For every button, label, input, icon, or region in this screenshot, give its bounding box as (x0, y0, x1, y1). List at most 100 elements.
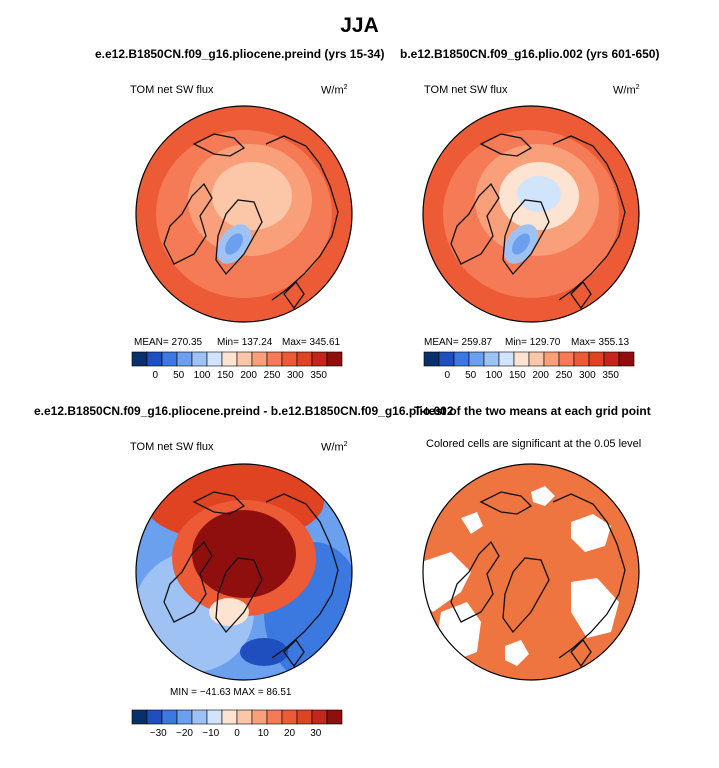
panel3-colorbar-swatch (191, 709, 208, 725)
diff-region (209, 598, 249, 626)
panel2-colorbar-tick-label: 150 (509, 370, 526, 381)
insignificant-region (571, 514, 611, 552)
panel2-colorbar-swatch (543, 351, 560, 367)
insignificant-region (531, 486, 555, 506)
panel3-colorbar-swatch (326, 709, 343, 725)
panel2-colorbar-swatch (528, 351, 545, 367)
panel3-colorbar-swatch (236, 709, 253, 725)
panel2-colorbar: 0 50 100 150 200 250 300 350 (423, 351, 635, 381)
panel2-colorbar-swatch (483, 351, 500, 367)
coastline (215, 557, 263, 634)
panel3-colorbar-swatch (146, 709, 163, 725)
panel4-map (422, 463, 640, 681)
panel2-units-label: W/m2 (613, 84, 640, 97)
panel1-colorbar-tick-label: 0 (153, 370, 159, 381)
insignificant-region (461, 512, 483, 534)
coastline (215, 199, 263, 276)
panel1-colorbar-swatch (281, 351, 298, 367)
panel3-colorbar: −30 −20 −10 0 10 20 30 (131, 709, 343, 739)
panel3-map (135, 463, 353, 681)
panel3-colorbar-swatch (161, 709, 178, 725)
map-border (135, 105, 353, 323)
coastline (502, 557, 550, 634)
panel3-colorbar-swatch (281, 709, 298, 725)
panel1-mean: MEAN= 270.35 (134, 337, 203, 348)
panel2-colorbar-swatch (423, 351, 440, 367)
map-border (422, 463, 640, 681)
insignificant-region (423, 552, 471, 612)
panel1-title: e.e12.B1850CN.f09_g16.pliocene.preind (y… (95, 47, 385, 61)
coastline (502, 199, 550, 276)
panel3-title: e.e12.B1850CN.f09_g16.pliocene.preind - … (34, 404, 454, 418)
diff-region (240, 638, 288, 666)
panel2-title: b.e12.B1850CN.f09_g16.plio.002 (yrs 601-… (400, 47, 660, 61)
panel1-colorbar-tick-label: 350 (310, 370, 327, 381)
coastline (450, 182, 500, 265)
panel3-colorbar-swatch (131, 709, 148, 725)
panel3-colorbar-swatch (251, 709, 268, 725)
panel3-colorbar-swatch (296, 709, 313, 725)
panel3-colorbar-tick-label: 20 (284, 728, 296, 739)
panel3-colorbar-tick-label: 10 (258, 728, 270, 739)
panel2-colorbar-swatch (573, 351, 590, 367)
panel1-max: Max= 345.61 (282, 337, 341, 348)
panel1-colorbar-swatch (236, 351, 253, 367)
panel1-colorbar-tick-label: 100 (194, 370, 211, 381)
panel2-colorbar-swatch (603, 351, 620, 367)
panel4-note: Colored cells are significant at the 0.0… (426, 438, 642, 450)
panel2-mean: MEAN= 259.87 (424, 337, 493, 348)
arctic-warming-region (192, 510, 296, 598)
panel2-variable-label: TOM net SW flux (424, 84, 508, 96)
panel1-colorbar-tick-label: 250 (264, 370, 281, 381)
panel3-units-label: W/m2 (321, 441, 348, 454)
panel2-colorbar-swatch (618, 351, 635, 367)
panel1-colorbar-tick-label: 50 (173, 370, 185, 381)
panel1-colorbar: 0 50 100 150 200 250 300 350 (131, 351, 343, 381)
panel1-variable-label: TOM net SW flux (130, 84, 214, 96)
panel1-colorbar-swatch (326, 351, 343, 367)
panel2-colorbar-tick-label: 250 (556, 370, 573, 381)
panel2-colorbar-swatch (453, 351, 470, 367)
coastline (450, 540, 500, 623)
panel1-colorbar-swatch (221, 351, 238, 367)
panel1-units-label: W/m2 (321, 84, 348, 97)
panel2-map (422, 105, 640, 323)
panel2-colorbar-swatch (513, 351, 530, 367)
panel2-colorbar-swatch (438, 351, 455, 367)
panel2-min: Min= 129.70 (505, 337, 561, 348)
arctic-core-region (230, 176, 274, 212)
panel2-colorbar-swatch (558, 351, 575, 367)
panel2-colorbar-tick-label: 0 (445, 370, 451, 381)
arctic-core-region (517, 176, 561, 212)
panel2-colorbar-tick-label: 350 (602, 370, 619, 381)
insignificant-region (571, 578, 619, 638)
panel1-colorbar-tick-label: 150 (217, 370, 234, 381)
panel3-variable-label: TOM net SW flux (130, 441, 214, 453)
figure-title: JJA (340, 14, 379, 37)
coastline (192, 133, 246, 157)
panel2-colorbar-swatch (468, 351, 485, 367)
insignificant-region (505, 640, 529, 666)
coastline (163, 540, 213, 623)
panel3-colorbar-swatch (311, 709, 328, 725)
panel3-colorbar-tick-label: −10 (202, 728, 219, 739)
panel3-colorbar-tick-label: 0 (234, 728, 240, 739)
coastline (265, 493, 339, 659)
coastline (283, 280, 305, 310)
coastline (479, 491, 533, 515)
panel1-colorbar-swatch (296, 351, 313, 367)
panel2-colorbar-tick-label: 100 (486, 370, 503, 381)
map-border (422, 105, 640, 323)
panel1-colorbar-swatch (266, 351, 283, 367)
panel1-colorbar-swatch (146, 351, 163, 367)
panel2-colorbar-swatch (588, 351, 605, 367)
panel1-colorbar-swatch (206, 351, 223, 367)
coastline (479, 133, 533, 157)
panel1-colorbar-swatch (161, 351, 178, 367)
panel3-colorbar-tick-label: −30 (150, 728, 167, 739)
coastline (552, 493, 626, 659)
coastline (283, 638, 305, 668)
panel3-min-max: MIN = −41.63 MAX = 86.51 (170, 687, 292, 698)
greenland-core-region (225, 233, 243, 255)
panel1-colorbar-swatch (131, 351, 148, 367)
